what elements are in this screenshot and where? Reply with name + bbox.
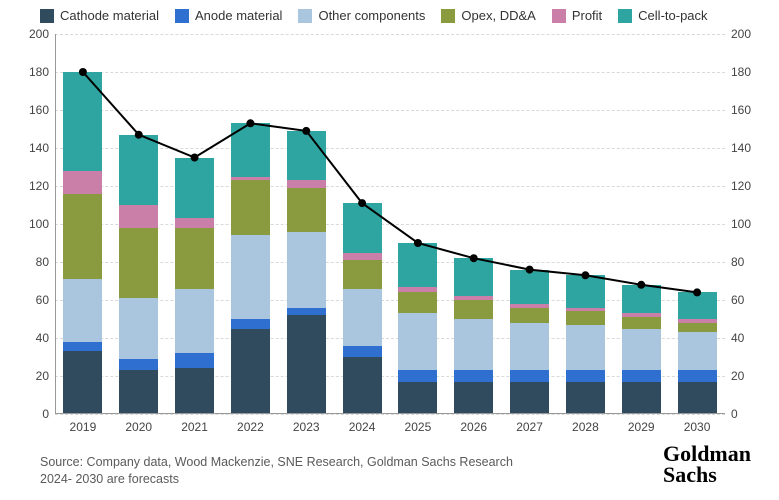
legend-label-cell2pack: Cell-to-pack bbox=[638, 8, 707, 23]
y-tick-left: 0 bbox=[42, 407, 49, 421]
source-caption: Source: Company data, Wood Mackenzie, SN… bbox=[40, 454, 513, 488]
legend-swatch-opex bbox=[441, 9, 455, 23]
trend-marker bbox=[302, 127, 310, 135]
trend-marker bbox=[637, 281, 645, 289]
y-tick-left: 80 bbox=[36, 255, 49, 269]
trend-marker bbox=[693, 288, 701, 296]
legend-item-profit: Profit bbox=[552, 8, 602, 23]
y-tick-right: 160 bbox=[731, 103, 751, 117]
x-tick-label: 2026 bbox=[460, 420, 487, 434]
legend: Cathode material Anode material Other comp… bbox=[40, 8, 759, 27]
x-tick-label: 2029 bbox=[628, 420, 655, 434]
y-tick-left: 40 bbox=[36, 331, 49, 345]
x-tick-label: 2028 bbox=[572, 420, 599, 434]
legend-label-profit: Profit bbox=[572, 8, 602, 23]
trend-marker bbox=[414, 239, 422, 247]
x-tick-label: 2024 bbox=[349, 420, 376, 434]
x-axis bbox=[55, 413, 725, 414]
trend-marker bbox=[246, 119, 254, 127]
y-axis-left bbox=[55, 34, 56, 414]
y-tick-left: 100 bbox=[29, 217, 49, 231]
legend-swatch-profit bbox=[552, 9, 566, 23]
legend-label-other: Other components bbox=[318, 8, 425, 23]
y-tick-right: 120 bbox=[731, 179, 751, 193]
trend-marker bbox=[581, 271, 589, 279]
trend-marker bbox=[470, 254, 478, 262]
y-tick-left: 20 bbox=[36, 369, 49, 383]
y-tick-right: 100 bbox=[731, 217, 751, 231]
trend-marker bbox=[526, 266, 534, 274]
x-tick-label: 2025 bbox=[405, 420, 432, 434]
goldman-sachs-logo: Goldman Sachs bbox=[663, 444, 751, 486]
y-tick-left: 140 bbox=[29, 141, 49, 155]
legend-item-cathode: Cathode material bbox=[40, 8, 159, 23]
gridline bbox=[55, 414, 725, 415]
legend-label-cathode: Cathode material bbox=[60, 8, 159, 23]
legend-label-anode: Anode material bbox=[195, 8, 282, 23]
trend-marker bbox=[191, 154, 199, 162]
x-tick-label: 2030 bbox=[684, 420, 711, 434]
trend-marker bbox=[358, 199, 366, 207]
y-tick-right: 180 bbox=[731, 65, 751, 79]
x-tick-label: 2020 bbox=[125, 420, 152, 434]
x-tick-label: 2022 bbox=[237, 420, 264, 434]
y-tick-right: 20 bbox=[731, 369, 744, 383]
x-tick-label: 2027 bbox=[516, 420, 543, 434]
plot-area: 2019202020212022202320242025202620272028… bbox=[55, 34, 725, 414]
trend-marker bbox=[135, 131, 143, 139]
source-line1: Source: Company data, Wood Mackenzie, SN… bbox=[40, 454, 513, 471]
legend-item-opex: Opex, DD&A bbox=[441, 8, 535, 23]
brand-line2: Sachs bbox=[663, 465, 751, 486]
y-tick-right: 200 bbox=[731, 27, 751, 41]
y-tick-right: 80 bbox=[731, 255, 744, 269]
y-tick-left: 160 bbox=[29, 103, 49, 117]
y-tick-right: 140 bbox=[731, 141, 751, 155]
y-tick-left: 180 bbox=[29, 65, 49, 79]
y-tick-left: 120 bbox=[29, 179, 49, 193]
trend-path bbox=[83, 72, 697, 292]
legend-label-opex: Opex, DD&A bbox=[461, 8, 535, 23]
trend-line bbox=[55, 34, 725, 414]
y-tick-right: 60 bbox=[731, 293, 744, 307]
legend-item-cell2pack: Cell-to-pack bbox=[618, 8, 707, 23]
legend-swatch-cell2pack bbox=[618, 9, 632, 23]
y-tick-left: 200 bbox=[29, 27, 49, 41]
legend-swatch-cathode bbox=[40, 9, 54, 23]
legend-item-other: Other components bbox=[298, 8, 425, 23]
x-tick-label: 2019 bbox=[70, 420, 97, 434]
y-tick-left: 60 bbox=[36, 293, 49, 307]
x-tick-label: 2023 bbox=[293, 420, 320, 434]
y-tick-right: 40 bbox=[731, 331, 744, 345]
legend-swatch-other bbox=[298, 9, 312, 23]
y-tick-right: 0 bbox=[731, 407, 738, 421]
source-line2: 2024- 2030 are forecasts bbox=[40, 471, 513, 488]
x-tick-label: 2021 bbox=[181, 420, 208, 434]
trend-marker bbox=[79, 68, 87, 76]
legend-item-anode: Anode material bbox=[175, 8, 282, 23]
legend-swatch-anode bbox=[175, 9, 189, 23]
